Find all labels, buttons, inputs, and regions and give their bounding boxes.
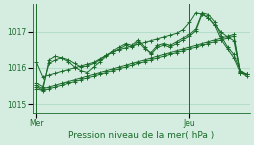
- X-axis label: Pression niveau de la mer( hPa ): Pression niveau de la mer( hPa ): [68, 131, 214, 140]
